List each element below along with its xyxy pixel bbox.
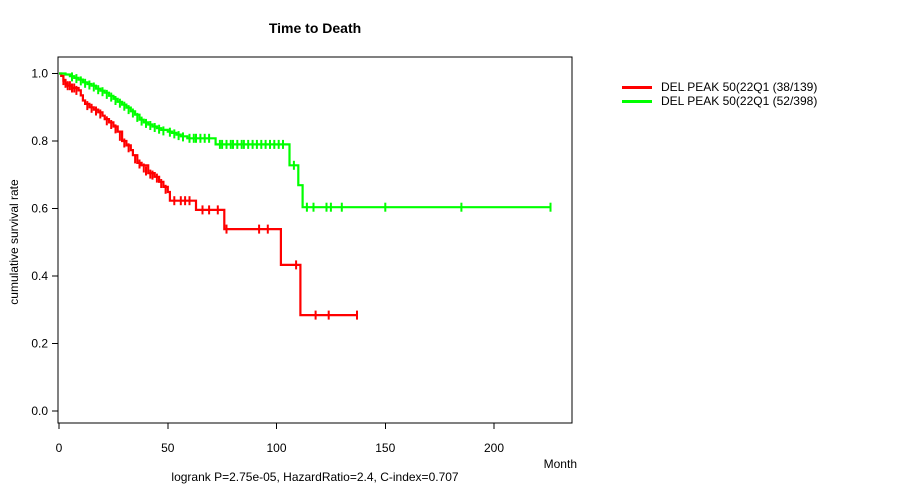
legend-label-group1: DEL PEAK 50(22Q1 (38/139) — [661, 80, 818, 94]
y-axis-label: cumulative survival rate — [7, 179, 21, 305]
chart-title: Time to Death — [268, 20, 362, 36]
x-axis-tick-label: 0 — [56, 441, 63, 455]
plot-box — [57, 56, 573, 424]
y-axis-tick-label: 0.0 — [31, 404, 48, 418]
legend-line-red — [622, 85, 652, 89]
legend-label-group2: DEL PEAK 50(22Q1 (52/398) — [661, 94, 818, 108]
y-axis-tick-label: 0.4 — [31, 269, 48, 283]
y-axis-tick-label: 0.8 — [31, 134, 48, 148]
x-axis-label: Month — [543, 457, 577, 471]
y-axis-tick-label: 0.2 — [31, 337, 48, 351]
y-axis-tick-label: 0.6 — [31, 202, 48, 216]
legend-line-green — [622, 99, 652, 103]
x-axis-tick-label: 50 — [161, 441, 175, 455]
legend-item-group1: DEL PEAK 50(22Q1 (38/139) — [622, 80, 817, 94]
x-axis-tick-label: 150 — [375, 441, 395, 455]
survival-curve-group2 — [59, 72, 551, 209]
stats-caption: logrank P=2.75e-05, HazardRatio=2.4, C-i… — [171, 470, 459, 484]
survival-curve-group1 — [59, 72, 357, 317]
x-axis-tick-label: 100 — [266, 441, 286, 455]
x-axis-tick-label: 200 — [484, 441, 504, 455]
legend-item-group2: DEL PEAK 50(22Q1 (52/398) — [622, 94, 817, 108]
legend: DEL PEAK 50(22Q1 (38/139) DEL PEAK 50(22… — [622, 80, 817, 108]
y-axis-tick-label: 1.0 — [31, 67, 48, 81]
